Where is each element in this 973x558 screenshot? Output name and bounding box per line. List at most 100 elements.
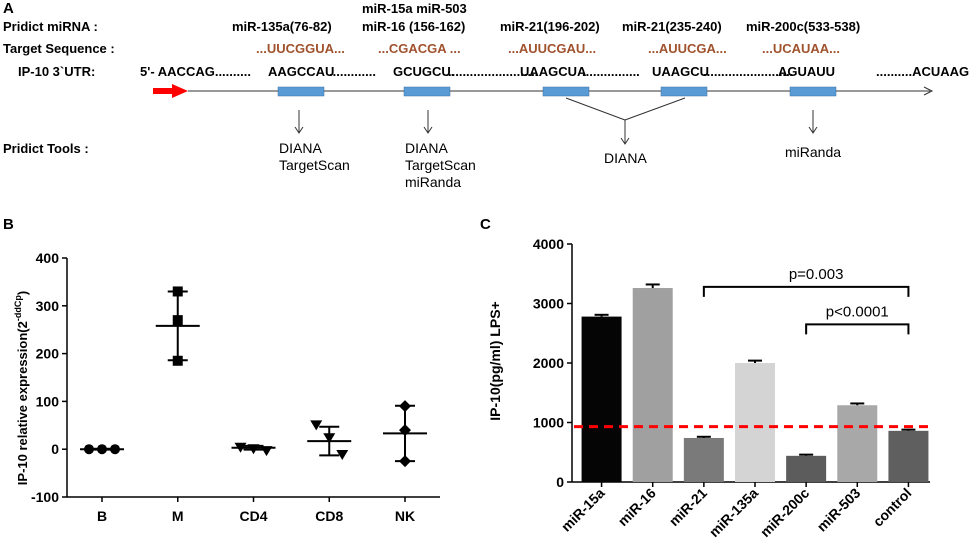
mirna-top-label: miR-15a miR-503 <box>362 1 467 16</box>
bar <box>837 405 878 482</box>
data-point <box>310 420 323 431</box>
x-tick-label: control <box>870 485 915 530</box>
site-box <box>542 86 590 97</box>
utr-site-seq: AGUAUU <box>778 64 835 79</box>
x-tick-label: miR-21 <box>666 485 710 529</box>
tool-name: TargetScan <box>405 157 476 173</box>
utr-dots: ............. <box>329 64 376 79</box>
bar <box>683 437 724 482</box>
y-tick-label: 300 <box>36 298 60 314</box>
bar <box>888 430 929 482</box>
start-arrow-head <box>172 84 188 98</box>
data-point <box>323 433 336 444</box>
panel-c-ylabel: IP-10(pg/ml) LPS+ <box>487 301 503 420</box>
x-tick-label: miR-135a <box>706 485 761 540</box>
y-tick-label: 100 <box>36 393 60 409</box>
y-tick-label: 200 <box>36 346 60 362</box>
y-tick-label: 0 <box>556 474 564 490</box>
y-tick-label: 400 <box>36 250 60 266</box>
x-tick-label: M <box>172 508 184 524</box>
y-tick-label: 0 <box>51 441 59 457</box>
data-point <box>234 442 247 453</box>
data-point <box>336 449 349 460</box>
mirna-label: miR-21(235-240) <box>622 19 722 34</box>
x-tick-label: miR-16 <box>615 485 659 529</box>
target-sequence: ...AUUCGAU... <box>508 41 596 56</box>
data-point <box>399 424 411 437</box>
p-value-label: p=0.003 <box>789 266 844 283</box>
tool-name: miRanda <box>785 144 841 160</box>
target-sequence: ...AUUCGA... <box>648 41 727 56</box>
tool-name: TargetScan <box>279 157 350 173</box>
x-tick-label: miR-15a <box>558 485 608 535</box>
tool-name: DIANA <box>604 150 647 166</box>
site-box <box>660 86 708 97</box>
utr-dots: ......................... <box>448 64 538 79</box>
utr-dots: ................ <box>582 64 640 79</box>
row-label-mirna: Pridict miRNA : <box>3 19 98 34</box>
site-box <box>277 86 325 97</box>
utr-line-arrowhead <box>923 86 934 96</box>
x-tick-label: NK <box>395 508 415 524</box>
bar <box>735 363 775 482</box>
panel-b-ylabel: IP-10 relative expression(2-ddCp) <box>13 291 30 485</box>
bar <box>581 316 622 482</box>
row-label-tools: Pridict Tools : <box>3 141 89 156</box>
panel-c-label: C <box>480 216 491 233</box>
tool-name: miRanda <box>405 174 461 190</box>
site-box <box>789 86 837 97</box>
y-tick-label: -100 <box>31 489 59 505</box>
utr-end: ..........ACUAAG - 3' <box>876 64 973 79</box>
y-tick-label: 2000 <box>533 355 564 371</box>
tool-name: DIANA <box>405 140 448 156</box>
site-box <box>403 86 451 97</box>
tool-name: DIANA <box>279 140 322 156</box>
data-point <box>172 315 183 326</box>
target-sequence: ...UCAUAA... <box>762 41 840 56</box>
p-value-label: p<0.0001 <box>826 303 889 320</box>
utr-dots: ......................... <box>703 64 793 79</box>
target-sequence: ...UUCGGUA... <box>256 41 345 56</box>
y-tick-label: 1000 <box>533 415 564 431</box>
bar <box>786 455 827 482</box>
utr-site-seq: UAAGCUA <box>520 64 587 79</box>
utr-start: 5'- AACCAG.......... <box>140 64 251 79</box>
target-sequence: ...CGACGA ... <box>378 41 461 56</box>
data-point <box>110 444 120 455</box>
data-point <box>247 444 260 455</box>
data-point <box>172 355 183 366</box>
significance-bracket <box>702 285 910 297</box>
bar <box>632 288 673 482</box>
data-point <box>172 286 183 297</box>
utr-site-seq: UAAGCU <box>652 64 709 79</box>
row-label-utr: IP-10 3`UTR: <box>18 64 95 79</box>
x-tick-label: miR-200c <box>757 485 812 540</box>
panel-a: A Pridict miRNA : Target Sequence : IP-1… <box>3 0 973 190</box>
mirna-label: miR-200c(533-538) <box>746 19 860 34</box>
panel-a-label: A <box>3 0 14 17</box>
mirna-label: miR-135a(76-82) <box>232 19 332 34</box>
panel-b-plot: -100 0 100 200 300 400 B M CD4 CD8 NK <box>31 250 440 524</box>
x-tick-label: B <box>97 508 107 524</box>
x-tick-label: CD8 <box>315 508 343 524</box>
mirna-label: miR-21(196-202) <box>500 19 600 34</box>
data-point <box>84 444 94 455</box>
utr-site-seq: GCUGCU. <box>393 64 454 79</box>
significance-bracket <box>805 323 910 335</box>
panel-b-label: B <box>3 216 14 233</box>
data-point <box>399 455 411 468</box>
y-tick-label: 4000 <box>533 236 564 252</box>
panel-c: C IP-10(pg/ml) LPS+ 0 1000 2000 3000 4000 miR… <box>480 216 932 540</box>
x-tick-label: CD4 <box>239 508 267 524</box>
data-point <box>399 400 411 413</box>
tool-names: DIANA TargetScan DIANA TargetScan miRand… <box>279 140 841 190</box>
y-tick-label: 3000 <box>533 296 564 312</box>
tool-arrows <box>294 97 818 145</box>
mirna-label: miR-16 (156-162) <box>362 19 465 34</box>
data-point <box>260 446 273 457</box>
panel-b: B IP-10 relative expression(2-ddCp) -100… <box>3 216 440 524</box>
utr-site-seq: AAGCCAU <box>268 64 334 79</box>
row-label-target: Target Sequence : <box>3 41 115 56</box>
